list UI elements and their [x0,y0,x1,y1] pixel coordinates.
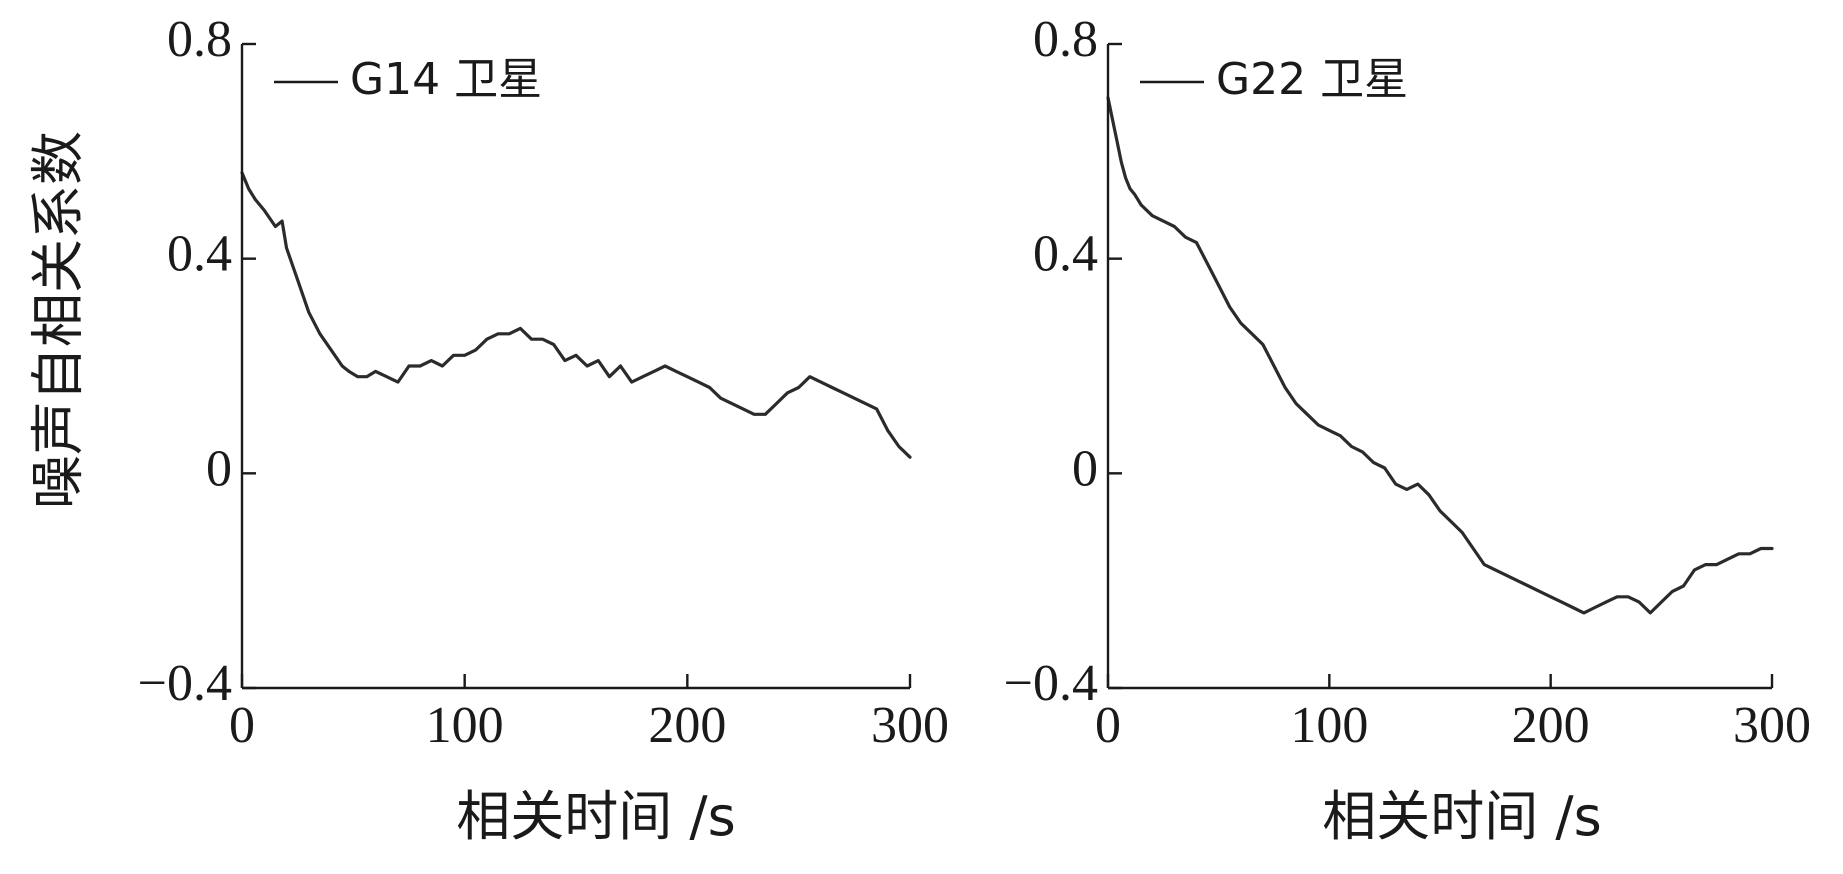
x-tick-label: 0 [229,697,255,754]
y-tick-label: −0.4 [1004,655,1098,712]
y-tick-label: 0 [206,440,232,497]
axis-ticks: 0 100 200 300−0.400.40.8 [138,11,949,754]
x-tick-label: 200 [1512,697,1590,754]
series-line-g14 [240,171,912,459]
plot-marks [1106,96,1774,615]
x-axis-title: 相关时间 /s [1322,785,1602,848]
x-tick-label: 200 [648,697,726,754]
x-tick-label: 100 [1290,697,1368,754]
x-tick-label: 0 [1095,697,1121,754]
y-tick-label: 0.4 [1033,226,1098,283]
legend-label: G14 卫星 [350,54,542,105]
chart-panel-g22: 0 100 200 300−0.400.40.8 G22 卫星 相关时间 /s [1004,11,1811,848]
x-axis-title: 相关时间 /s [456,785,736,848]
x-tick-label: 300 [1733,697,1811,754]
chart-panel-g14: 0 100 200 300−0.400.40.8 G14 卫星 相关时间 /s [138,11,949,848]
y-tick-label: 0 [1072,440,1098,497]
legend: G14 卫星 [274,54,542,105]
series-line-g22 [1106,96,1774,615]
x-tick-label: 300 [871,697,949,754]
legend: G22 卫星 [1140,54,1408,105]
y-axis-title: 噪声自相关系数 [27,131,90,509]
axis-ticks: 0 100 200 300−0.400.40.8 [1004,11,1811,754]
y-tick-label: −0.4 [138,655,232,712]
plot-marks [240,171,912,459]
y-tick-label: 0.8 [167,11,232,68]
y-tick-label: 0.4 [167,226,232,283]
legend-label: G22 卫星 [1216,54,1408,105]
y-tick-label: 0.8 [1033,11,1098,68]
x-tick-label: 100 [426,697,504,754]
